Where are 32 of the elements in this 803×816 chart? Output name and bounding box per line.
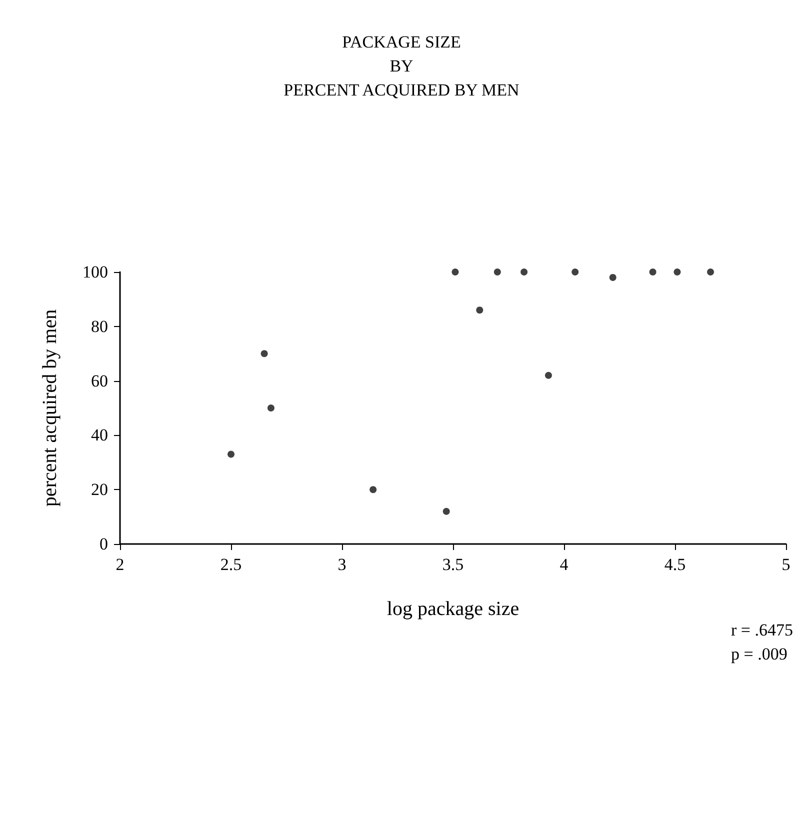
text: r = .6475 p = .009: [731, 620, 793, 664]
point: [476, 306, 484, 314]
x-axis-title: log package size: [386, 598, 520, 620]
point: [572, 268, 579, 276]
point: [707, 268, 714, 276]
point: [228, 450, 234, 458]
y-tick-label: 20: [91, 480, 108, 500]
point: [452, 268, 459, 276]
y-tick-label: 40: [91, 426, 108, 445]
x-tick-label: 3.5: [442, 555, 464, 574]
chart-title: PACKAGE SIZE BY PERCENT ACQUIRED BY MEN: [284, 32, 520, 100]
x-tick-label: 4: [560, 555, 569, 574]
x-tick-label: 5: [782, 555, 790, 574]
x-tick-label: 2.5: [220, 555, 242, 574]
point: [494, 268, 501, 276]
y-tick-label: 60: [91, 371, 108, 390]
y-axis-title: percent acquired by men: [39, 309, 61, 507]
point: [260, 350, 268, 358]
x-tick-label: 4.5: [664, 555, 686, 574]
point: [442, 508, 450, 515]
point: [674, 268, 681, 276]
point: [544, 372, 552, 379]
x-tick-label: 2: [116, 555, 124, 574]
y-tick-label: 100: [82, 262, 108, 282]
x-tick-label: 3: [338, 555, 346, 574]
y-tick-label: 80: [91, 316, 108, 336]
point: [649, 268, 656, 276]
point: [609, 274, 616, 281]
y-tick-label: 0: [100, 534, 108, 554]
point: [520, 268, 528, 276]
point: [267, 404, 274, 412]
point: [370, 486, 377, 494]
